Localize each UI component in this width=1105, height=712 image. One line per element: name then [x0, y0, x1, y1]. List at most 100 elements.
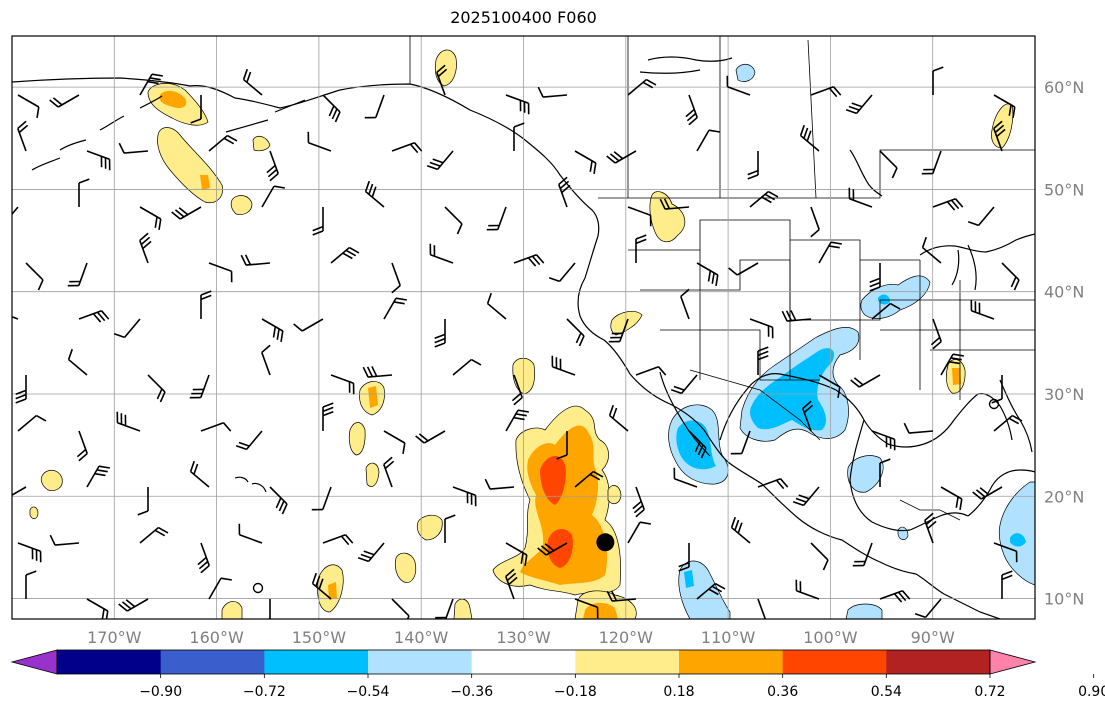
- warm-region: [583, 602, 618, 619]
- wind-barb: [322, 402, 334, 431]
- island-outline: [252, 582, 264, 594]
- cool-region: [750, 348, 835, 431]
- wind-barb: [197, 542, 210, 574]
- wind-barb: [330, 374, 355, 395]
- wind-barb: [208, 577, 232, 600]
- wind-barb: [673, 467, 698, 488]
- colorbar-outline: [56, 649, 991, 675]
- colorbar-bin: [679, 650, 784, 674]
- border-line: [628, 219, 920, 261]
- longitude-label: 170°W: [87, 628, 142, 647]
- wind-barb: [330, 246, 360, 264]
- wind-barb: [86, 598, 109, 619]
- wind-barb: [627, 206, 652, 227]
- colorbar-tick-label: 0.36: [767, 684, 798, 700]
- wind-barb: [15, 375, 27, 404]
- warm-region: [416, 514, 443, 541]
- wind-barb: [730, 430, 751, 455]
- wind-barb: [879, 458, 891, 487]
- wind-barb: [261, 185, 285, 208]
- wind-barb: [513, 254, 545, 267]
- warm-region: [252, 135, 271, 152]
- wind-barb: [914, 598, 942, 619]
- wind-barb: [266, 599, 271, 619]
- wind-barb: [696, 582, 726, 600]
- warm-region: [368, 386, 378, 408]
- wind-barb: [486, 292, 507, 320]
- wind-barb: [505, 94, 530, 115]
- wind-barb: [848, 187, 873, 208]
- longitude-labels: 170°W 160°W 150°W 140°W 130°W 120°W 110°W 100°W…: [87, 628, 955, 647]
- cool-region: [878, 294, 890, 305]
- coastline: [951, 244, 977, 291]
- wind-barb: [696, 262, 719, 286]
- latitude-label: 40°N: [1044, 283, 1084, 302]
- wind-barb: [818, 241, 842, 264]
- wind-barb: [67, 262, 88, 287]
- colorbar-extend-low: [10, 649, 58, 675]
- wind-barb: [967, 206, 995, 227]
- wind-barb: [869, 263, 881, 292]
- wind-barb: [364, 94, 385, 119]
- wind-barb: [12, 486, 27, 497]
- longitude-label: 90°W: [911, 628, 955, 647]
- wind-barb: [537, 542, 568, 556]
- latitude-labels: 60°N 50°N 40°N 30°N 20°N 10°N: [1044, 78, 1084, 608]
- longitude-label: 140°W: [394, 628, 449, 647]
- wind-barb: [993, 94, 1016, 118]
- coastline: [849, 149, 883, 197]
- wind-barbs: [12, 64, 1023, 619]
- storm-center-marker: [596, 533, 615, 552]
- wind-barb: [190, 95, 202, 124]
- wind-barb: [269, 486, 288, 515]
- wind-barb: [78, 310, 110, 323]
- colorbar-bin: [575, 650, 680, 674]
- wind-barb: [606, 150, 637, 164]
- latitude-label: 30°N: [1044, 385, 1084, 404]
- wind-barb: [505, 568, 518, 600]
- warm-region: [230, 195, 253, 215]
- wind-barb: [242, 68, 263, 96]
- wind-barb: [25, 570, 37, 599]
- wind-barb: [871, 430, 896, 451]
- warm-region: [221, 601, 243, 619]
- colorbar-bin: [471, 650, 576, 674]
- wind-barb: [696, 129, 720, 152]
- colorbar-bin: [160, 650, 265, 674]
- colorbar-bin: [886, 650, 991, 674]
- wind-barb: [436, 64, 448, 96]
- longitude-label: 120°W: [599, 628, 654, 647]
- wind-barb: [189, 374, 210, 399]
- wind-barb: [452, 358, 482, 376]
- wind-barb: [139, 232, 152, 264]
- wind-barb: [116, 411, 141, 432]
- cool-region: [847, 455, 884, 493]
- lake-outline: [988, 398, 1000, 410]
- wind-barb: [147, 374, 166, 403]
- cool-region: [1010, 533, 1026, 547]
- wind-barb: [76, 430, 88, 462]
- warm-region: [952, 368, 961, 385]
- wind-barb: [364, 180, 385, 208]
- wind-barb: [924, 512, 937, 544]
- wind-barb: [49, 94, 80, 108]
- longitude-label: 150°W: [292, 628, 347, 647]
- wind-barb: [1001, 570, 1013, 599]
- wind-barb: [118, 142, 149, 154]
- wind-barb: [574, 470, 604, 488]
- coastline: [639, 56, 733, 74]
- wind-barb: [426, 150, 454, 171]
- wind-barb: [357, 542, 385, 563]
- wind-barb: [802, 400, 814, 432]
- coastline: [225, 99, 306, 133]
- colorbar-tick-label: −0.36: [450, 684, 493, 700]
- coastline: [967, 469, 1035, 517]
- coastline: [919, 233, 1035, 256]
- wind-barb: [574, 598, 599, 619]
- cool-region: [845, 603, 883, 619]
- wind-barb: [49, 534, 80, 546]
- colorbar-tick-label: 0.54: [871, 684, 902, 700]
- wind-barb: [566, 318, 585, 347]
- wind-barb: [940, 353, 964, 376]
- map-title: 2025100400 F060: [450, 8, 597, 27]
